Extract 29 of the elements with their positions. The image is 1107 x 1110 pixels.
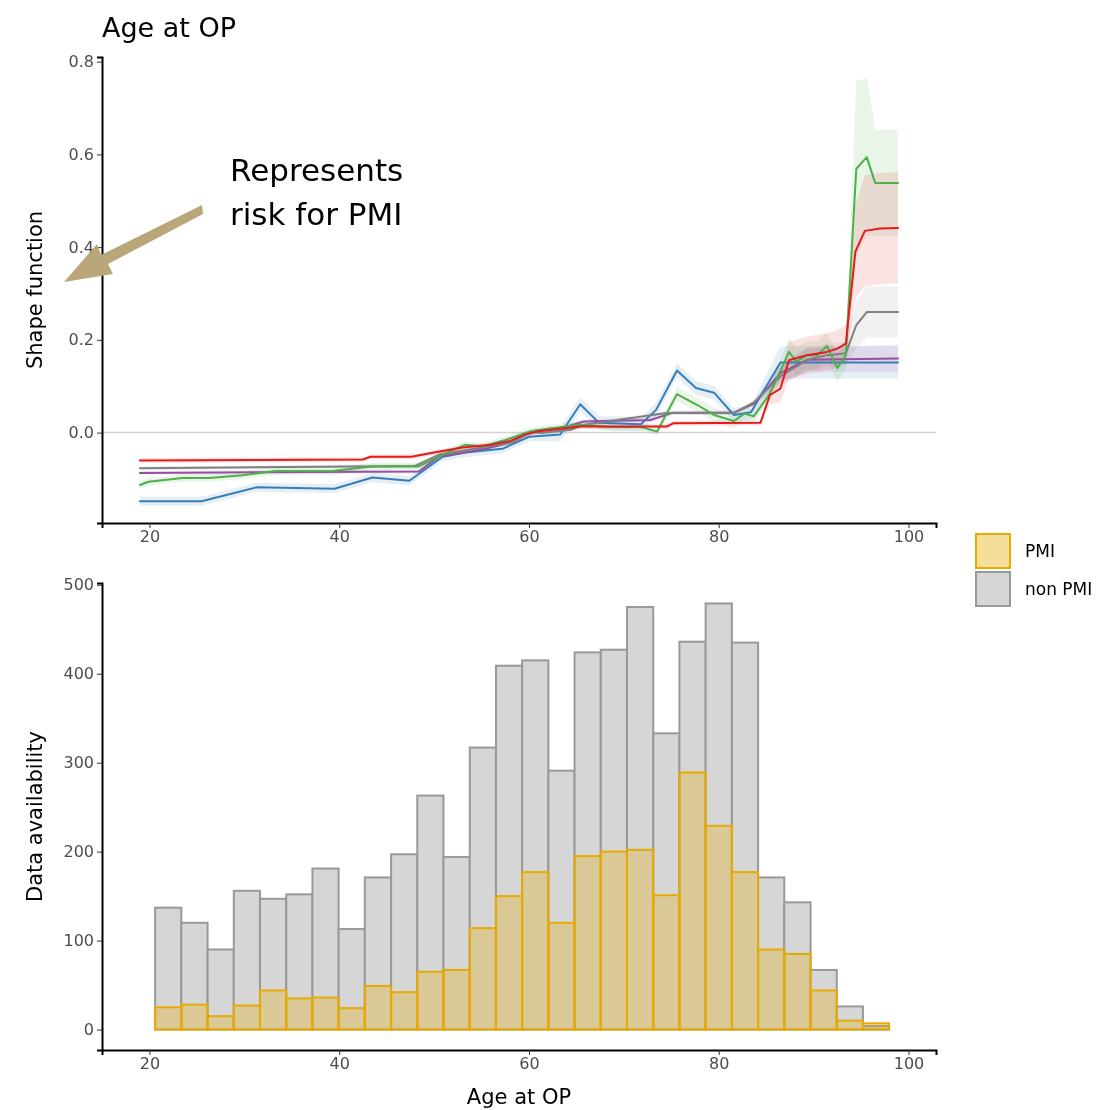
x-tick-label: 100 [893,527,925,547]
y-axis-title: Shape function [23,210,47,370]
y-tick-label: 0 [83,1020,94,1040]
y-tick-label: 100 [63,931,94,951]
x-tick-label: 100 [893,1054,925,1074]
y-tick-label: 300 [63,753,94,773]
x-tick-label: 80 [709,1054,730,1074]
legend-label: PMI [1025,541,1055,561]
x-tick-label: 20 [139,527,161,547]
y-tick-label: 0.4 [68,237,94,257]
x-tick-label: 40 [329,1054,350,1074]
y-tick-label: 0.2 [68,330,94,350]
x-tick-label: 80 [709,527,730,547]
x-tick-label: 60 [519,527,540,547]
x-axis-title: Age at OP [466,1085,572,1109]
y-tick-label: 0.8 [68,52,94,72]
x-tick-label: 60 [519,1054,540,1074]
y-axis-title: Data availability [23,730,47,903]
x-tick-label: 20 [139,1054,161,1074]
annotation: Represents risk for PMI [230,152,404,232]
legend-label: non PMI [1025,579,1093,599]
y-tick-label: 400 [63,664,94,684]
y-tick-label: 0.0 [68,423,94,443]
y-tick-label: 0.6 [68,144,94,164]
y-tick-label: 200 [63,842,94,862]
x-tick-label: 40 [329,527,350,547]
y-tick-label: 500 [63,575,94,595]
line-series [138,227,900,462]
chart-title: Age at OP [102,12,237,43]
